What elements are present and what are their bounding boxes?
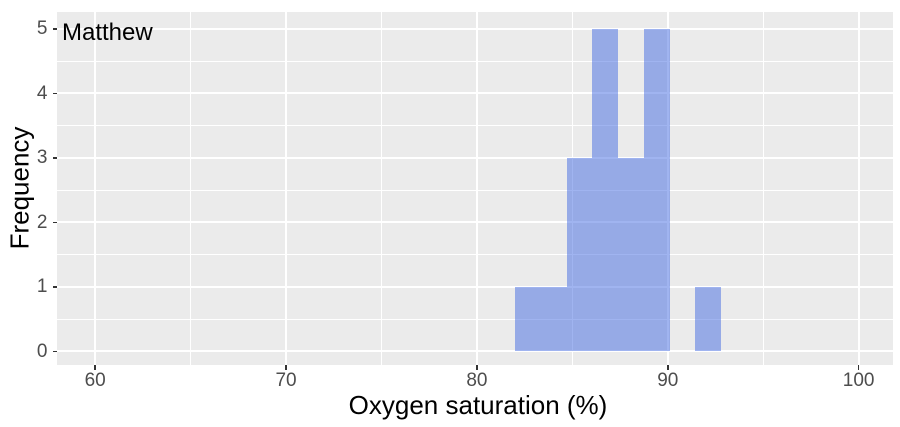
histogram-bar [592,28,619,352]
gridline-minor-x [380,12,382,365]
x-axis-tick-mark [667,365,669,370]
x-axis-title: Oxygen saturation (%) [348,390,608,420]
gridline-major-y [57,350,893,353]
histogram-bar [515,286,541,352]
plot-annotation-label: Matthew [62,19,153,46]
gridline-major-y [57,285,893,288]
gridline-major-x [285,12,288,365]
x-axis-tick-label: 80 [466,370,488,391]
gridline-major-y [57,92,893,95]
gridline-minor-x [762,12,764,365]
y-axis-tick-label: 2 [36,211,48,233]
gridline-minor-y [57,125,893,127]
gridline-major-x [94,12,97,365]
y-axis-tick-mark [52,350,57,353]
y-axis-tick-mark [52,92,57,95]
gridline-minor-y [57,60,893,62]
x-axis-tick-label: 70 [275,370,297,391]
x-axis-tick-label: 90 [657,370,679,391]
histogram-bar [695,286,722,352]
histogram-bar [618,157,644,352]
plot-panel: Matthew [57,12,893,365]
y-axis-tick-label: 1 [36,276,48,298]
y-axis-tick-label: 3 [36,147,48,169]
gridline-minor-y [57,189,893,191]
gridline-major-y [57,156,893,159]
histogram-bar [540,286,567,352]
gridline-minor-y [57,254,893,256]
gridline-major-x [857,12,860,365]
x-axis-tick-label: 100 [842,370,875,391]
gridline-minor-y [57,318,893,320]
gridline-major-x [475,12,478,365]
y-axis-tick-mark [52,221,57,224]
y-axis-tick-mark [52,286,57,288]
x-axis-tick-label: 60 [84,370,106,391]
x-axis-tick-mark [94,365,96,370]
y-axis-tick-label: 5 [36,18,48,40]
x-axis-tick-mark [285,365,287,370]
y-axis-tick-label: 0 [36,340,48,362]
histogram-bar [643,28,670,352]
gridline-major-y [57,27,893,30]
gridline-major-y [57,221,893,224]
y-axis-tick-mark [52,28,57,30]
histogram-bar [566,157,593,352]
x-axis-tick-mark [857,365,860,370]
y-axis-tick-label: 4 [36,82,48,104]
gridline-minor-x [190,12,192,365]
y-axis-tick-mark [52,157,57,159]
x-axis-tick-mark [476,365,478,370]
